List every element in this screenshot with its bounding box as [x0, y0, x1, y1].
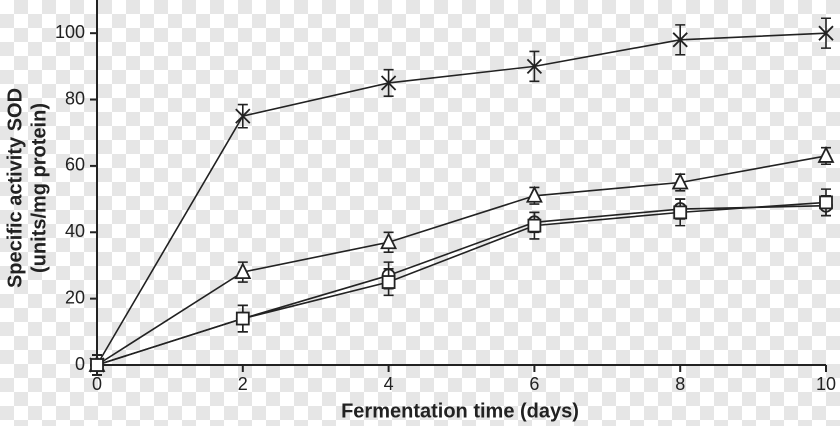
y-tick-label: 60 [65, 155, 85, 175]
marker [90, 358, 104, 372]
series-line [96, 201, 827, 366]
marker [235, 311, 250, 326]
marker [818, 25, 834, 41]
y-tick-label: 100 [55, 22, 85, 42]
x-tick-label: 2 [238, 374, 248, 394]
y-tick-label: 40 [65, 221, 85, 241]
y-tick-label: 0 [75, 354, 85, 374]
y-axis-title: Specific activity SOD [4, 88, 26, 288]
marker [526, 58, 543, 74]
series-line [96, 155, 827, 366]
marker [672, 32, 688, 48]
marker [381, 275, 396, 289]
marker [525, 185, 543, 203]
series-line [96, 204, 827, 366]
marker [380, 75, 397, 91]
marker [380, 232, 398, 250]
marker [671, 172, 689, 190]
x-tick-label: 6 [529, 374, 539, 394]
x-axis-title: Fermentation time (days) [341, 400, 579, 422]
series-line [96, 32, 827, 366]
marker [527, 218, 542, 233]
x-tick-label: 0 [92, 374, 102, 394]
marker [673, 205, 688, 220]
x-tick-label: 4 [384, 374, 394, 394]
y-axis-title: (units/mg protein) [28, 103, 50, 273]
marker [234, 262, 252, 279]
x-tick-label: 8 [675, 374, 685, 394]
y-tick-label: 80 [65, 88, 85, 108]
x-tick-label: 10 [816, 374, 836, 394]
marker [235, 108, 251, 124]
marker [817, 145, 835, 163]
y-tick-label: 20 [65, 287, 85, 307]
marker [819, 195, 833, 210]
